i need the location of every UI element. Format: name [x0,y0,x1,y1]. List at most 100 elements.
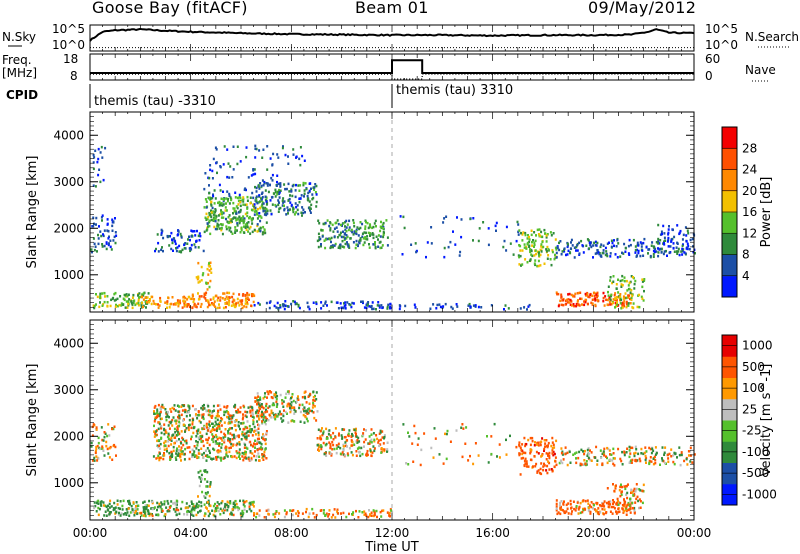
scatter-cell [160,508,163,511]
scatter-cell [150,302,153,306]
scatter-cell [575,245,578,249]
scatter-cell [662,241,665,245]
scatter-cell [590,241,593,244]
scatter-cell [461,455,464,459]
colorbar-swatch [722,127,737,149]
scatter-cell [568,450,571,454]
scatter-cell [266,182,269,185]
scatter-cell [261,413,264,416]
scatter-cell [625,507,628,510]
scatter-cell [242,511,245,515]
scatter-cell [105,241,108,244]
scatter-cell [187,238,189,241]
scatter-cell [386,441,389,444]
scatter-cell [642,452,645,456]
scatter-cell [154,434,157,437]
scatter-cell [657,237,660,241]
scatter-cell [241,455,244,458]
scatter-cell [379,225,382,228]
scatter-cell [522,231,525,234]
scatter-cell [265,509,268,512]
scatter-cell [148,499,151,503]
scatter-cell [180,446,183,449]
scatter-cell [679,463,682,467]
scatter-cell [621,279,624,282]
scatter-cell [468,302,471,306]
scatter-cell [234,216,237,219]
scatter-cell [125,508,128,511]
scatter-cell [609,453,611,456]
scatter-cell [490,435,493,438]
scatter-cell [207,281,209,285]
scatter-cell [286,305,289,308]
scatter-cell [212,404,215,408]
scatter-cell [180,234,183,238]
scatter-cell [258,200,261,203]
nsky-label: N.Sky [2,30,36,44]
scatter-cell [173,407,175,411]
scatter-cell [579,501,582,505]
scatter-cell [262,433,264,436]
scatter-cell [622,504,625,507]
scatter-cell [125,513,128,516]
scatter-cell [589,293,592,296]
scatter-cell [306,194,309,198]
scatter-cell [531,244,534,247]
scatter-cell [267,390,270,394]
scatter-cell [609,255,612,258]
scatter-cell [311,507,314,511]
scatter-cell [329,445,332,448]
scatter-cell [207,499,210,503]
scatter-cell [160,436,163,440]
scatter-cell [353,225,356,228]
scatter-cell [364,237,367,241]
scatter-cell [628,253,631,256]
scatter-cell [289,201,292,204]
scatter-cell [589,243,592,246]
scatter-cell [172,508,175,511]
scatter-cell [157,454,160,457]
scatter-cell [346,452,349,455]
scatter-cell [205,200,208,203]
scatter-cell [560,447,563,450]
scatter-cell [650,244,653,247]
scatter-cell [386,448,389,451]
scatter-cell [528,244,531,247]
scatter-cell [443,246,446,250]
scatter-cell [632,238,635,242]
scatter-cell [181,450,184,453]
scatter-cell [257,399,260,402]
scatter-cell [245,446,248,449]
scatter-cell [405,462,408,465]
scatter-cell [90,441,93,445]
scatter-cell [339,246,342,250]
scatter-cell [433,427,436,430]
scatter-cell [283,200,286,203]
scatter-cell [206,299,209,302]
scatter-cell [251,452,254,455]
scatter-cell [423,432,426,435]
scatter-cell [195,447,198,450]
scatter-cell [117,507,120,510]
scatter-cell [247,221,250,224]
scatter-cell [180,450,183,453]
y-tick-label: 2000 [53,221,84,235]
scatter-cell [110,298,113,302]
scatter-cell [341,436,344,439]
scatter-cell [332,230,335,233]
scatter-cell [308,200,311,203]
scatter-cell [307,395,310,398]
scatter-cell [329,221,332,224]
scatter-cell [367,442,370,445]
scatter-cell [220,416,223,420]
scatter-cell [258,212,261,215]
scatter-cell [222,436,225,439]
scatter-cell [307,515,310,519]
scatter-cell [213,225,216,229]
scatter-cell [210,203,213,206]
scatter-cell [604,246,607,250]
scatter-cell [614,301,617,305]
scatter-cell [621,306,624,309]
scatter-cell [171,238,173,241]
scatter-cell [337,222,340,226]
